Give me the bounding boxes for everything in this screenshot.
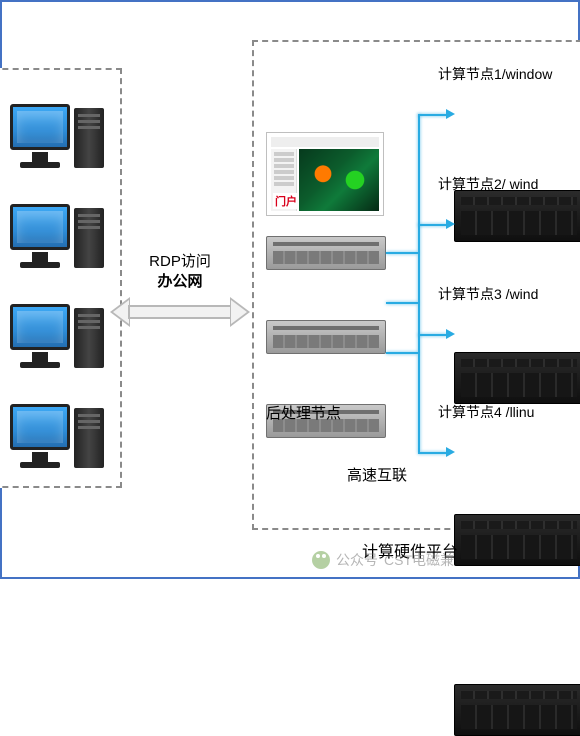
client-workstation: 面 xyxy=(0,202,120,302)
node-label: 计算节点2/ wind xyxy=(438,174,538,194)
compute-node xyxy=(454,684,580,736)
client-workstation: 面 xyxy=(0,102,120,202)
connector xyxy=(418,224,448,226)
compute-node xyxy=(454,190,580,242)
user-panel: 面 面 面 面 xyxy=(0,68,122,488)
connector xyxy=(386,252,418,254)
node-label: 计算节点1/window xyxy=(438,64,552,84)
post-server-label: 后处理节点 xyxy=(266,402,341,423)
watermark-text: CST电磁兼 xyxy=(384,550,454,570)
pc-tower-icon xyxy=(74,308,104,368)
node-label: 计算节点3 /wind xyxy=(438,284,538,304)
watermark: 公众号 CST电磁兼 xyxy=(312,550,454,570)
client-workstation: 面 xyxy=(0,402,120,502)
connector xyxy=(418,452,448,454)
link-label-1: RDP访问 xyxy=(110,252,250,272)
compute-node xyxy=(454,352,580,404)
arrow-icon xyxy=(446,109,455,119)
pc-tower-icon xyxy=(74,108,104,168)
post-server xyxy=(266,236,386,270)
network-link: RDP访问 办公网 xyxy=(110,252,250,332)
monitor-icon xyxy=(10,404,70,450)
connector xyxy=(418,114,448,116)
pc-tower-icon xyxy=(74,408,104,468)
node-label: 计算节点4 /llinu xyxy=(438,402,534,422)
portal-screenshot: 门户 xyxy=(266,132,384,216)
client-workstation: 面 xyxy=(0,302,120,402)
connector xyxy=(386,302,418,304)
connector xyxy=(386,352,418,354)
monitor-icon xyxy=(10,104,70,150)
portal-tag: 门户 xyxy=(273,193,299,209)
connector-trunk xyxy=(418,114,420,452)
arrow-icon xyxy=(446,447,455,457)
link-label-2: 办公网 xyxy=(110,272,250,292)
monitor-icon xyxy=(10,204,70,250)
wechat-icon xyxy=(312,551,330,569)
arrow-icon xyxy=(446,219,455,229)
pc-tower-icon xyxy=(74,208,104,268)
interconnect-label: 高速互联 xyxy=(347,464,407,485)
double-arrow-icon xyxy=(110,297,250,327)
arrow-icon xyxy=(446,329,455,339)
monitor-icon xyxy=(10,304,70,350)
watermark-prefix: 公众号 xyxy=(336,550,378,570)
post-server xyxy=(266,320,386,354)
compute-node xyxy=(454,514,580,566)
connector xyxy=(418,334,448,336)
